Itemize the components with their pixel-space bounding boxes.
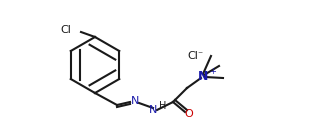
Text: N: N: [131, 96, 139, 106]
Text: Cl: Cl: [188, 51, 198, 61]
Text: N: N: [198, 69, 208, 82]
Text: N: N: [149, 105, 157, 115]
Text: O: O: [185, 109, 194, 119]
Text: ⁻: ⁻: [197, 50, 203, 60]
Text: H: H: [159, 101, 166, 111]
Text: Cl: Cl: [60, 25, 71, 35]
Text: +: +: [209, 68, 216, 76]
